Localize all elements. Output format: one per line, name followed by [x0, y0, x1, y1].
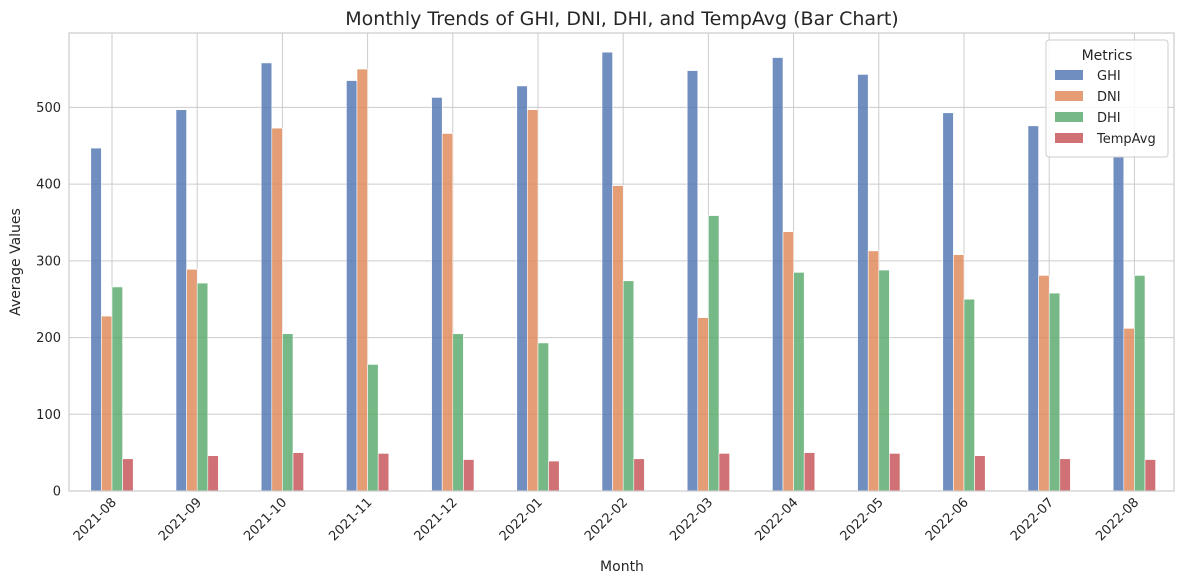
x-tick-label: 2022-04 [752, 495, 801, 544]
bar-tempavg-2022-06 [974, 455, 986, 492]
bar-dhi-2022-06 [963, 298, 975, 492]
series-dhi [111, 215, 1146, 492]
bar-tempavg-2022-08 [1144, 459, 1156, 492]
bar-dni-2021-09 [186, 268, 198, 492]
bar-dni-2021-12 [441, 133, 454, 492]
legend-label: TempAvg [1096, 132, 1156, 147]
bars [90, 51, 1156, 492]
bar-dni-2022-07 [1038, 275, 1050, 492]
bar-ghi-2022-06 [942, 112, 954, 492]
bar-dhi-2021-11 [367, 364, 379, 492]
bar-tempavg-2022-02 [633, 458, 645, 492]
bar-tempavg-2021-08 [122, 458, 134, 492]
bar-tempavg-2021-09 [207, 455, 219, 492]
legend-item-tempavg: TempAvg [1055, 132, 1156, 147]
x-tick-label: 2022-02 [582, 495, 631, 544]
x-axis-title: Month [600, 559, 644, 575]
bar-dhi-2022-03 [708, 215, 720, 492]
y-tick-label: 0 [53, 485, 61, 500]
bar-ghi-2022-04 [772, 57, 784, 492]
bar-dni-2022-01 [527, 109, 539, 492]
y-tick-label: 500 [36, 101, 61, 116]
bar-dhi-2022-08 [1134, 275, 1146, 492]
y-axis-title: Average Values [8, 208, 24, 316]
bar-tempavg-2022-04 [803, 452, 816, 492]
y-tick-labels: 0 100 200 300 400 500 [36, 101, 61, 500]
bar-dni-2022-08 [1123, 328, 1135, 492]
y-tick-label: 200 [36, 331, 61, 346]
bar-tempavg-2022-07 [1059, 458, 1071, 492]
bar-tempavg-2022-05 [889, 453, 901, 492]
bar-ghi-2021-11 [346, 80, 358, 492]
bar-ghi-2021-10 [260, 62, 273, 492]
legend-swatch [1055, 70, 1083, 80]
bar-dni-2022-04 [782, 231, 794, 492]
bar-tempavg-2022-03 [718, 453, 730, 492]
bar-ghi-2022-08 [1112, 156, 1125, 492]
legend-swatch [1055, 133, 1083, 143]
bar-tempavg-2021-10 [292, 452, 304, 492]
x-tick-label: 2022-08 [1093, 495, 1142, 544]
bar-dni-2021-11 [356, 68, 368, 492]
y-tick-label: 400 [36, 178, 61, 193]
bar-dni-2022-02 [612, 185, 624, 492]
x-tick-label: 2022-05 [838, 495, 887, 544]
x-tick-label: 2021-12 [412, 495, 461, 544]
bar-dhi-2021-09 [196, 282, 209, 492]
bar-dhi-2021-10 [282, 333, 294, 492]
bar-dhi-2021-12 [452, 333, 464, 492]
legend-label: DHI [1097, 111, 1121, 126]
series-tempavg [122, 452, 1156, 492]
bar-dni-2021-08 [101, 315, 113, 492]
bar-tempavg-2021-11 [377, 453, 390, 492]
x-tick-label: 2021-09 [156, 495, 205, 544]
x-tick-labels: 2021-08 2021-09 2021-10 2021-11 2021-12 2022-… [71, 495, 1142, 544]
x-tick-label: 2022-06 [923, 495, 972, 544]
x-tick-label: 2022-01 [497, 495, 546, 544]
y-tick-label: 100 [36, 408, 61, 423]
bar-dni-2022-05 [867, 250, 880, 492]
bar-dhi-2021-08 [111, 286, 123, 492]
x-tick-label: 2021-10 [241, 495, 290, 544]
x-tick-label: 2022-03 [667, 495, 716, 544]
bar-ghi-2022-07 [1027, 125, 1039, 492]
legend-label: DNI [1097, 90, 1121, 105]
bar-dhi-2022-05 [878, 269, 890, 492]
legend-box [1045, 39, 1169, 158]
legend-items: GHI DNI DHI TempAvg [1055, 69, 1156, 147]
bar-dhi-2022-07 [1048, 292, 1061, 492]
plot-frame [68, 32, 1175, 492]
bar-dhi-2022-02 [622, 280, 635, 492]
legend-swatch [1055, 91, 1083, 101]
bar-ghi-2021-08 [90, 147, 102, 492]
legend-item-dhi: DHI [1055, 111, 1121, 126]
legend-swatch [1055, 112, 1083, 122]
bar-ghi-2022-02 [601, 51, 613, 492]
series-dni [101, 68, 1135, 492]
x-tick-label: 2022-07 [1008, 495, 1057, 544]
x-tick-label: 2021-11 [326, 495, 375, 544]
bar-dni-2022-06 [953, 254, 965, 492]
bar-dhi-2022-01 [537, 342, 549, 492]
bar-ghi-2022-01 [516, 85, 528, 492]
bar-dni-2022-03 [697, 317, 709, 492]
x-tick-label: 2021-08 [71, 495, 120, 544]
legend-item-dni: DNI [1055, 90, 1121, 105]
bar-ghi-2022-05 [857, 74, 869, 492]
bar-dhi-2022-04 [793, 272, 805, 492]
bar-tempavg-2022-01 [548, 460, 560, 492]
bar-ghi-2021-12 [431, 97, 443, 492]
bar-ghi-2022-03 [686, 70, 699, 492]
bar-tempavg-2021-12 [463, 459, 475, 492]
y-tick-label: 300 [36, 254, 61, 269]
legend-title: Metrics [1082, 48, 1133, 64]
bar-ghi-2021-09 [175, 109, 187, 492]
bar-dni-2021-10 [271, 127, 283, 492]
legend: Metrics GHI DNI DHI TempAvg [1045, 39, 1169, 158]
legend-label: GHI [1097, 69, 1121, 84]
chart-title: Monthly Trends of GHI, DNI, DHI, and Tem… [345, 8, 898, 30]
legend-item-ghi: GHI [1055, 69, 1121, 84]
